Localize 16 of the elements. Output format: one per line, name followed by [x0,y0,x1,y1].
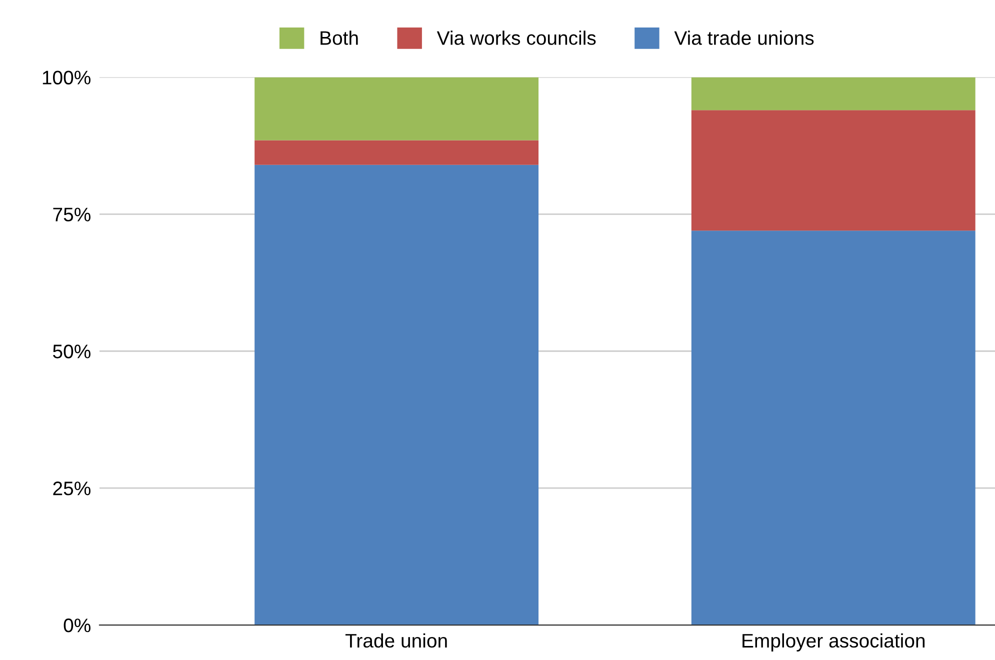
bar [691,110,976,231]
legend-label: Via works councils [436,30,596,45]
x-tick-label: Trade union [345,633,447,648]
bar [691,77,976,110]
bar [254,140,539,165]
x-tick-label: Employer association [742,633,925,652]
y-tick-label: 75% [53,208,90,222]
bar [254,164,539,626]
y-tick-label: 100% [42,70,90,84]
y-tick-label: 50% [53,344,90,358]
legend-label: Both [320,30,358,45]
legend-label: Via trade unions [674,30,814,45]
bar [691,230,976,626]
y-tick-label: 25% [53,482,90,496]
bar [254,77,539,140]
y-tick-label: 0% [64,618,90,632]
